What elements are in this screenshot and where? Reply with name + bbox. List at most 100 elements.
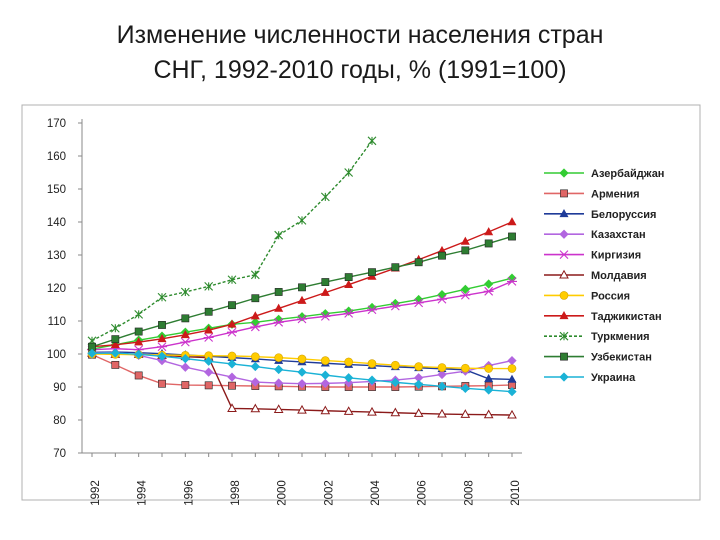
data-point (87, 348, 97, 358)
y-tick-label: 100 (47, 349, 66, 361)
y-tick-label: 170 (47, 118, 66, 130)
y-tick-label: 160 (47, 151, 66, 163)
data-point (344, 279, 354, 289)
data-point (297, 215, 307, 225)
data-point (158, 379, 166, 388)
x-tick-label: 1994 (137, 480, 149, 506)
legend-item-1: Азербайджан (544, 168, 664, 180)
legend-marker (559, 372, 569, 382)
data-point (134, 337, 144, 346)
legend-item-6: Молдавия (544, 269, 647, 282)
data-point (227, 351, 237, 361)
data-point (461, 246, 470, 255)
data-point (508, 232, 516, 241)
legend-label: Армения (591, 188, 640, 200)
x-tick-label: 2006 (417, 480, 429, 506)
data-point (273, 317, 284, 327)
data-point (228, 381, 236, 390)
y-tick-label: 120 (47, 283, 66, 295)
data-point (321, 356, 330, 365)
data-point (251, 352, 260, 361)
data-point (414, 294, 424, 305)
y-tick-label: 80 (53, 415, 66, 427)
legend-marker (559, 331, 569, 341)
data-point (203, 333, 214, 342)
y-tick-label: 140 (47, 217, 66, 229)
y-tick-label: 130 (47, 250, 66, 262)
data-point (343, 309, 354, 318)
data-point (437, 408, 447, 418)
data-point (437, 369, 447, 380)
data-point (367, 359, 377, 368)
chart-title-line-1: Изменение численности населения стран (116, 21, 604, 49)
legend-item-8: Таджикистан (544, 311, 662, 323)
data-point (111, 335, 120, 344)
data-point (298, 283, 306, 292)
data-point (227, 372, 237, 382)
legend: Азербайджан Армения Белоруссия Казахстан Кир… (544, 168, 664, 384)
data-point (484, 279, 494, 289)
data-point (507, 355, 517, 366)
data-point (250, 270, 260, 280)
data-point (344, 378, 354, 388)
legend-marker (559, 229, 569, 239)
legend-label: Россия (591, 290, 630, 302)
data-point (204, 281, 214, 291)
chart-title: Изменение численности населения стран СН… (0, 18, 720, 88)
data-point (438, 251, 446, 260)
series-9 (87, 136, 377, 346)
data-point (367, 305, 377, 315)
data-point (297, 295, 307, 304)
data-point (390, 301, 401, 311)
data-point (157, 351, 167, 361)
data-point (227, 319, 237, 328)
data-point (180, 353, 190, 364)
chart-title-line-2: СНГ, 1992-2010 годы, % (1991=100) (153, 56, 567, 84)
data-point (437, 289, 447, 300)
data-point (297, 404, 307, 414)
data-point (414, 258, 423, 267)
data-point (204, 307, 213, 316)
legend-marker (559, 291, 569, 300)
data-point (320, 192, 330, 202)
data-point (158, 321, 166, 329)
data-point (320, 311, 331, 321)
data-point (461, 363, 470, 373)
x-tick-label: 2010 (510, 480, 522, 506)
data-point (344, 373, 354, 383)
data-point (180, 337, 191, 347)
legend-label: Молдавия (591, 270, 647, 282)
x-tick-label: 1992 (90, 480, 102, 506)
x-tick-label: 2002 (323, 480, 335, 506)
data-point (250, 317, 260, 327)
legend-item-2: Армения (544, 188, 640, 200)
data-point (437, 381, 447, 391)
data-point (204, 381, 213, 390)
data-point (483, 409, 494, 419)
series-3 (87, 347, 517, 383)
legend-item-9: Туркмения (544, 331, 650, 343)
data-point (251, 294, 260, 303)
data-point (250, 361, 260, 372)
data-point (297, 379, 307, 389)
series-11 (87, 348, 517, 397)
legend-item-3: Белоруссия (544, 209, 656, 221)
data-point (157, 334, 167, 343)
data-point (460, 383, 470, 393)
data-point (507, 364, 517, 373)
legend-label: Украина (591, 372, 636, 384)
data-point (460, 409, 471, 418)
data-point (227, 359, 237, 369)
data-point (344, 273, 353, 282)
legend-item-7: Россия (544, 290, 630, 302)
legend-label: Узбекистан (591, 352, 652, 364)
data-point (390, 407, 401, 417)
data-point (414, 379, 424, 389)
x-tick-label: 2000 (277, 480, 289, 506)
legend-item-10: Узбекистан (544, 352, 652, 364)
data-point (368, 268, 376, 277)
data-point (484, 385, 494, 395)
data-point (390, 377, 400, 388)
data-point (228, 301, 236, 310)
